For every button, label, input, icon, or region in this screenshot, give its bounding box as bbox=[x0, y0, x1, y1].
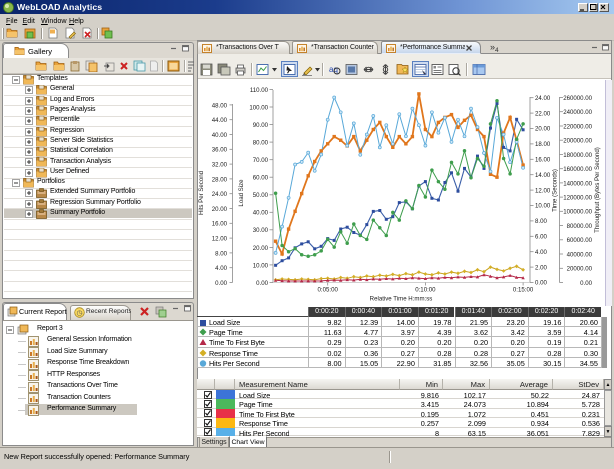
svg-text:48.00: 48.00 bbox=[212, 102, 228, 109]
svg-text:40.00: 40.00 bbox=[212, 132, 228, 139]
svg-text:80.00: 80.00 bbox=[253, 140, 269, 147]
svg-text:0.00: 0.00 bbox=[580, 280, 592, 287]
svg-text:20.00: 20.00 bbox=[253, 245, 269, 252]
svg-text:◷: ◷ bbox=[76, 310, 82, 317]
svg-text:0:10:00: 0:10:00 bbox=[415, 287, 436, 294]
svg-text:16.00: 16.00 bbox=[212, 221, 228, 228]
svg-text:0.00: 0.00 bbox=[215, 280, 227, 287]
svg-text:40.00: 40.00 bbox=[253, 210, 269, 217]
svg-text:70.00: 70.00 bbox=[253, 157, 269, 164]
svg-text:Load Size: Load Size bbox=[238, 179, 245, 207]
svg-text:160000.00: 160000.00 bbox=[563, 166, 592, 173]
svg-text:24.00: 24.00 bbox=[535, 95, 551, 102]
svg-text:Relative Time H:mm:ss: Relative Time H:mm:ss bbox=[370, 296, 433, 303]
svg-text:8.00: 8.00 bbox=[215, 250, 227, 257]
svg-text:140000.00: 140000.00 bbox=[563, 180, 592, 187]
svg-text:16.00: 16.00 bbox=[535, 157, 551, 164]
svg-text:30.00: 30.00 bbox=[253, 227, 269, 234]
svg-text:80000.00: 80000.00 bbox=[567, 223, 593, 230]
svg-text:90.00: 90.00 bbox=[253, 122, 269, 129]
svg-text:Hits Per Second: Hits Per Second bbox=[198, 171, 205, 215]
svg-text:2.00: 2.00 bbox=[535, 264, 547, 271]
svg-text:8.00: 8.00 bbox=[535, 218, 547, 225]
svg-text:100000.00: 100000.00 bbox=[563, 209, 592, 216]
svg-text:20.00: 20.00 bbox=[212, 206, 228, 213]
svg-text:40000.00: 40000.00 bbox=[567, 251, 593, 258]
svg-text:18.00: 18.00 bbox=[535, 141, 551, 148]
svg-text:10.00: 10.00 bbox=[535, 203, 551, 210]
svg-text:0:15:00: 0:15:00 bbox=[513, 287, 534, 294]
svg-text:180000.00: 180000.00 bbox=[563, 152, 592, 159]
svg-text:24.00: 24.00 bbox=[212, 191, 228, 198]
svg-text:200000.00: 200000.00 bbox=[563, 138, 592, 145]
svg-text:aq: aq bbox=[329, 65, 338, 74]
svg-text:28.00: 28.00 bbox=[212, 176, 228, 183]
svg-text:22.00: 22.00 bbox=[535, 110, 551, 117]
svg-text:20.00: 20.00 bbox=[535, 126, 551, 133]
svg-text:Time (Seconds): Time (Seconds) bbox=[552, 169, 559, 212]
svg-text:6.00: 6.00 bbox=[535, 234, 547, 241]
svg-text:260000.00: 260000.00 bbox=[563, 95, 592, 102]
svg-text:220000.00: 220000.00 bbox=[563, 123, 592, 130]
svg-text:4.00: 4.00 bbox=[535, 249, 547, 256]
svg-text:120000.00: 120000.00 bbox=[563, 195, 592, 202]
svg-text:100.00: 100.00 bbox=[249, 104, 268, 111]
svg-text:50.00: 50.00 bbox=[253, 192, 269, 199]
svg-text:32.00: 32.00 bbox=[212, 162, 228, 169]
svg-text:10.00: 10.00 bbox=[253, 262, 269, 269]
svg-text:240000.00: 240000.00 bbox=[563, 109, 592, 116]
svg-text:110.00: 110.00 bbox=[250, 87, 269, 94]
svg-text:36.00: 36.00 bbox=[212, 147, 228, 154]
svg-text:4.00: 4.00 bbox=[215, 265, 227, 272]
svg-text:Throughput (Bytes Per Second): Throughput (Bytes Per Second) bbox=[594, 147, 601, 233]
svg-text:14.00: 14.00 bbox=[535, 172, 551, 179]
svg-text:60.00: 60.00 bbox=[253, 175, 269, 182]
svg-text:60000.00: 60000.00 bbox=[567, 237, 593, 244]
svg-text:0.00: 0.00 bbox=[256, 280, 268, 287]
svg-text:20000.00: 20000.00 bbox=[567, 266, 593, 273]
svg-text:44.00: 44.00 bbox=[212, 117, 228, 124]
svg-text:0.00: 0.00 bbox=[535, 280, 547, 287]
svg-text:12.00: 12.00 bbox=[535, 187, 551, 194]
svg-text:12.00: 12.00 bbox=[212, 236, 228, 243]
svg-text:0:05:00: 0:05:00 bbox=[318, 287, 339, 294]
